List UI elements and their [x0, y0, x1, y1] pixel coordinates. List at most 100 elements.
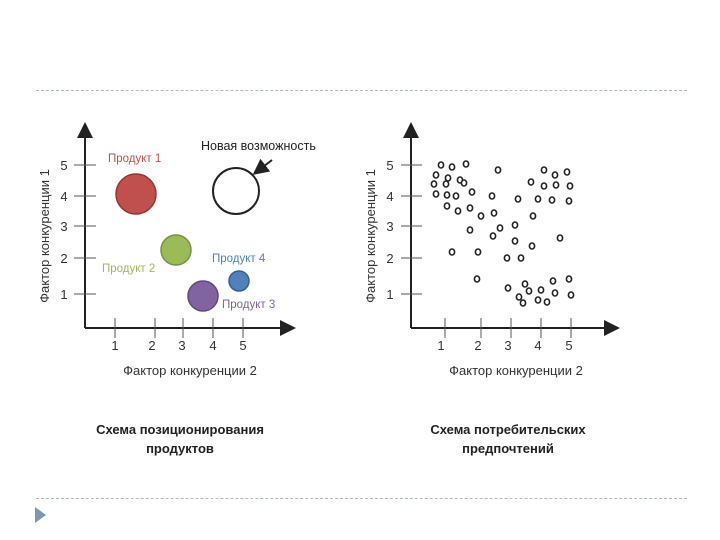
right-y-tickmarks [401, 164, 422, 295]
consumer-dot [490, 209, 498, 217]
consumer-dot [521, 280, 529, 288]
next-slide-arrow-icon[interactable] [35, 507, 46, 523]
consumer-dot [452, 192, 460, 200]
left-y-axis-title: Фактор конкуренции 1 [37, 169, 52, 303]
consumer-dot [525, 287, 533, 295]
consumer-dot [432, 190, 440, 198]
right-x-tick-label: 5 [565, 338, 572, 353]
consumer-dot [540, 182, 548, 190]
right-y-tick-label: 3 [386, 219, 393, 234]
left-y-tick-label: 3 [60, 219, 67, 234]
consumer-preference-dots [430, 160, 575, 307]
product-3-label: Продукт 3 [222, 299, 275, 311]
consumer-dot [551, 171, 559, 179]
consumer-dot [437, 161, 445, 169]
consumer-dot [537, 286, 545, 294]
right-x-tick-label: 2 [474, 338, 481, 353]
consumer-dot [448, 248, 456, 256]
bottom-divider [36, 498, 687, 499]
consumer-dot [462, 160, 470, 168]
consumer-dot [466, 226, 474, 234]
consumer-dot [460, 179, 468, 187]
consumer-dot [494, 166, 502, 174]
consumer-dot [466, 204, 474, 212]
consumer-dot [528, 242, 536, 250]
left-x-axis-title: Фактор конкуренции 2 [123, 363, 257, 378]
consumer-dot [515, 293, 523, 301]
consumer-dot [444, 174, 452, 182]
caption-line: Схема позиционирования [96, 422, 264, 437]
product-2-label: Продукт 2 [102, 263, 155, 275]
top-divider [36, 90, 687, 91]
product-4-bubble [228, 270, 250, 292]
left-y-tick-label: 5 [60, 158, 67, 173]
preferences-caption: Схема потребительских предпочтений [378, 420, 638, 458]
product-1-bubble [115, 173, 157, 215]
consumer-dot [454, 207, 462, 215]
consumer-dot [527, 178, 535, 186]
positioning-chart: 5 4 3 2 1 1 2 3 4 5 Фактор конкуренции 2… [37, 122, 316, 378]
product-3-bubble [187, 280, 219, 312]
consumer-dot [496, 224, 504, 232]
consumer-dot [519, 299, 527, 307]
right-x-tick-label: 4 [534, 338, 541, 353]
consumer-dot [534, 296, 542, 304]
left-y-tick-label: 2 [60, 251, 67, 266]
right-x-axis-title: Фактор конкуренции 2 [449, 363, 583, 378]
right-x-tick-label: 1 [437, 338, 444, 353]
consumer-dot [517, 254, 525, 262]
consumer-dot [567, 291, 575, 299]
consumer-dot [503, 254, 511, 262]
preferences-chart: 5 4 3 2 1 1 2 3 4 5 Фактор конкуренции 2… [363, 122, 620, 378]
caption-line: Схема потребительских [430, 422, 586, 437]
left-y-tick-label: 1 [60, 287, 67, 302]
consumer-dot [468, 188, 476, 196]
product-2-bubble [160, 234, 192, 266]
consumer-dot [565, 275, 573, 283]
consumer-dot [540, 166, 548, 174]
consumer-dot [477, 212, 485, 220]
consumer-dot [504, 284, 512, 292]
consumer-dot [442, 180, 450, 188]
right-y-axis-title: Фактор конкуренции 1 [363, 169, 378, 303]
product-4-label: Продукт 4 [212, 253, 266, 265]
consumer-dot [563, 168, 571, 176]
consumer-dot [432, 171, 440, 179]
consumer-dot [565, 197, 573, 205]
consumer-dot [430, 180, 438, 188]
consumer-dot [443, 191, 451, 199]
left-x-tick-label: 4 [209, 338, 216, 353]
right-y-tick-label: 2 [386, 251, 393, 266]
left-y-tick-label: 4 [60, 189, 67, 204]
product-1-label: Продукт 1 [108, 153, 161, 165]
consumer-dot [548, 196, 556, 204]
consumer-dot [443, 202, 451, 210]
caption-line: продуктов [146, 441, 214, 456]
left-x-tick-label: 3 [178, 338, 185, 353]
consumer-dot [474, 248, 482, 256]
left-x-tick-label: 5 [239, 338, 246, 353]
consumer-dot [511, 221, 519, 229]
consumer-dot [552, 181, 560, 189]
consumer-dot [489, 232, 497, 240]
consumer-dot [556, 234, 564, 242]
right-x-tickmarks [444, 318, 572, 338]
right-y-tick-label: 5 [386, 158, 393, 173]
consumer-dot [534, 195, 542, 203]
consumer-dot [566, 182, 574, 190]
consumer-dot [514, 195, 522, 203]
consumer-dot [529, 212, 537, 220]
right-x-tick-label: 3 [504, 338, 511, 353]
new-opportunity-arrow-icon [252, 158, 273, 175]
consumer-dot [551, 289, 559, 297]
left-y-tickmarks [74, 164, 96, 295]
consumer-dot [473, 275, 481, 283]
consumer-dot [549, 277, 557, 285]
left-x-tick-label: 1 [111, 338, 118, 353]
left-x-tick-label: 2 [148, 338, 155, 353]
right-y-tick-label: 4 [386, 189, 393, 204]
positioning-caption: Схема позиционирования продуктов [50, 420, 310, 458]
right-y-tick-label: 1 [386, 287, 393, 302]
consumer-dot [543, 298, 551, 306]
